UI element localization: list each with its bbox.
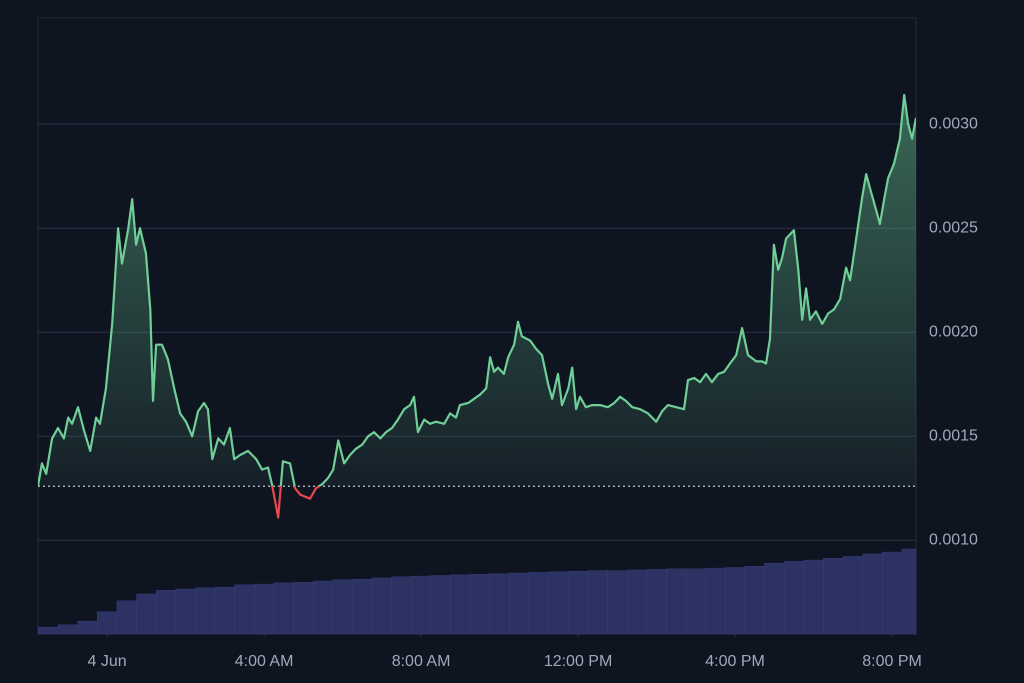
x-tick-label: 4 Jun bbox=[88, 653, 127, 670]
volume-bar bbox=[450, 574, 471, 635]
volume-bar bbox=[823, 558, 844, 635]
volume-bar bbox=[352, 578, 373, 635]
volume-bar bbox=[901, 548, 917, 635]
volume-bar bbox=[411, 575, 432, 635]
y-tick-label: 0.0025 bbox=[929, 219, 978, 236]
volume-bar bbox=[38, 627, 59, 635]
y-tick-label: 0.0015 bbox=[929, 428, 978, 445]
volume-bar bbox=[568, 570, 589, 635]
x-tick-label: 8:00 PM bbox=[862, 653, 922, 670]
volume-bar bbox=[293, 582, 314, 635]
x-tick-label: 8:00 AM bbox=[392, 653, 451, 670]
volume-bar bbox=[803, 559, 824, 635]
volume-bar bbox=[882, 551, 903, 635]
price-area bbox=[38, 95, 916, 487]
volume-bar bbox=[254, 583, 275, 635]
volume-bar bbox=[705, 567, 726, 635]
volume-bar bbox=[195, 587, 216, 635]
x-tick-label: 4:00 AM bbox=[235, 653, 294, 670]
volume-bar bbox=[587, 570, 608, 635]
volume-bar bbox=[77, 620, 98, 635]
volume-bar bbox=[548, 571, 569, 635]
volume-bar bbox=[136, 593, 157, 635]
volume-bar bbox=[430, 575, 451, 635]
axis-labels: 0.0010 0.0015 0.0020 0.0025 0.0030 4 Jun 4:00 … bbox=[88, 115, 979, 670]
volume-bar bbox=[175, 588, 196, 635]
x-tick-label: 4:00 PM bbox=[705, 653, 765, 670]
volume-bars bbox=[38, 548, 917, 635]
volume-bar bbox=[214, 586, 235, 635]
volume-bar bbox=[666, 568, 687, 635]
volume-bar bbox=[744, 566, 765, 635]
y-tick-label: 0.0030 bbox=[929, 115, 978, 132]
x-tick-label: 12:00 PM bbox=[544, 653, 612, 670]
volume-bar bbox=[371, 577, 392, 635]
volume-bar bbox=[116, 600, 137, 635]
volume-bar bbox=[155, 590, 176, 635]
volume-bar bbox=[509, 572, 530, 635]
volume-bar bbox=[391, 576, 412, 635]
volume-bar bbox=[312, 580, 333, 635]
y-tick-label: 0.0010 bbox=[929, 532, 978, 549]
volume-bar bbox=[469, 574, 490, 635]
volume-bar bbox=[725, 567, 746, 635]
volume-bar bbox=[862, 553, 883, 635]
volume-bar bbox=[764, 562, 785, 635]
volume-bar bbox=[489, 573, 510, 635]
volume-bar bbox=[685, 568, 706, 635]
volume-bar bbox=[97, 611, 118, 635]
volume-bar bbox=[273, 582, 294, 635]
volume-bar bbox=[626, 569, 647, 635]
volume-bar bbox=[783, 561, 804, 635]
y-tick-label: 0.0020 bbox=[929, 323, 978, 340]
price-line bbox=[38, 93, 916, 519]
volume-bar bbox=[57, 624, 78, 635]
volume-bar bbox=[332, 579, 353, 635]
volume-bar bbox=[528, 572, 549, 635]
volume-bar bbox=[646, 569, 667, 635]
volume-bar bbox=[234, 584, 255, 635]
price-line-above bbox=[38, 93, 916, 487]
volume-bar bbox=[842, 556, 863, 635]
volume-bar bbox=[607, 570, 628, 635]
